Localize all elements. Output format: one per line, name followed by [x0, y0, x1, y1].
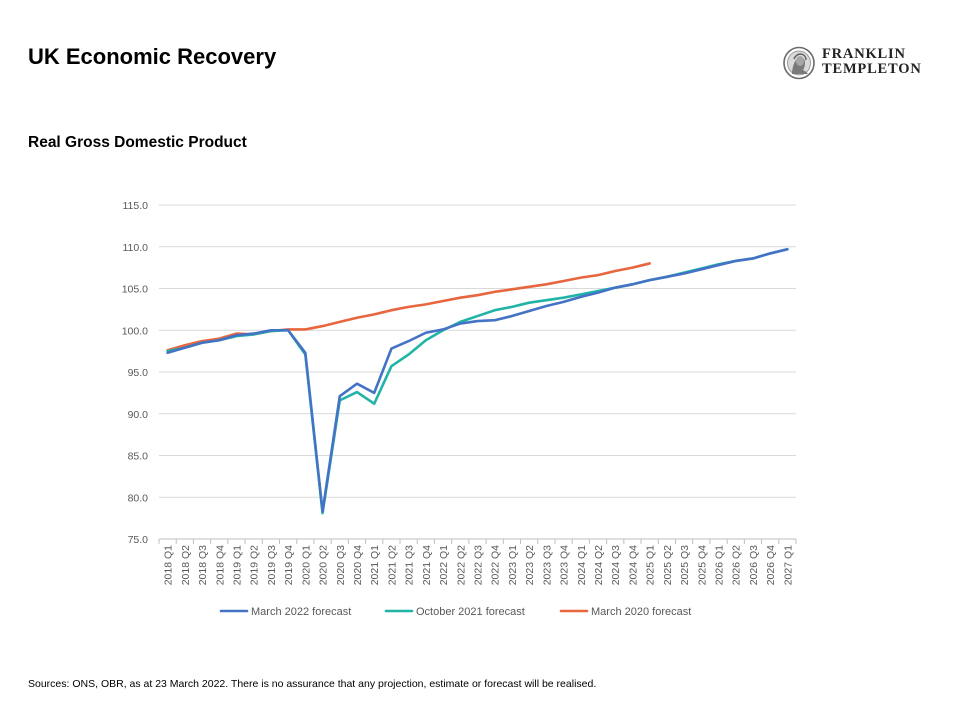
x-tick-label: 2019 Q3 — [266, 545, 278, 585]
x-tick-label: 2024 Q1 — [576, 545, 588, 585]
y-axis-tick-labels: 75.0 80.0 85.0 90.0 95.0 100.0 105.0 110.0 115.0 — [122, 200, 148, 546]
x-tick-label: 2025 Q2 — [662, 545, 674, 585]
x-tick-label: 2026 Q4 — [765, 545, 777, 585]
x-tick-label: 2022 Q4 — [490, 545, 502, 585]
y-tick-label: 85.0 — [128, 451, 149, 463]
x-tick-label: 2020 Q3 — [335, 545, 347, 585]
y-tick-label: 100.0 — [122, 325, 148, 337]
y-tick-label: 75.0 — [128, 534, 149, 546]
x-tick-label: 2019 Q4 — [283, 545, 295, 585]
x-tick-label: 2024 Q2 — [593, 545, 605, 585]
x-tick-label: 2023 Q2 — [524, 545, 536, 585]
legend-label: March 2020 forecast — [591, 606, 691, 618]
x-tick-label: 2021 Q3 — [404, 545, 416, 585]
x-tick-label: 2026 Q3 — [748, 545, 760, 585]
franklin-portrait-icon — [783, 46, 815, 80]
page-title: UK Economic Recovery — [28, 44, 277, 69]
x-tick-label: 2024 Q3 — [610, 545, 622, 585]
x-tick-label: 2022 Q2 — [455, 545, 467, 585]
x-tick-label: 2020 Q2 — [318, 545, 330, 585]
x-axis-tick-labels: 2018 Q1 2018 Q2 2018 Q3 2018 Q4 2019 Q1 2019 … — [158, 539, 797, 585]
x-tick-label: 2021 Q1 — [369, 545, 381, 585]
x-tick-label: 2026 Q1 — [714, 545, 726, 585]
series-line-march-2022-forecast — [166, 247, 789, 513]
x-tick-label: 2018 Q4 — [214, 545, 226, 585]
logo-wordmark: FRANKLIN TEMPLETON — [822, 47, 922, 77]
chart-title: Real Gross Domestic Product — [28, 134, 247, 151]
x-tick-label: 2023 Q4 — [559, 545, 571, 585]
logo-line-1: FRANKLIN — [822, 46, 906, 62]
gridlines — [159, 204, 796, 540]
x-tick-label: 2020 Q4 — [352, 545, 364, 585]
x-tick-label: 2019 Q2 — [249, 545, 261, 585]
series-lines — [166, 247, 789, 515]
x-tick-label: 2020 Q1 — [300, 545, 312, 585]
x-tick-label: 2019 Q1 — [231, 545, 243, 585]
y-tick-label: 110.0 — [123, 242, 149, 254]
y-tick-label: 80.0 — [128, 492, 149, 504]
x-tick-label: 2018 Q2 — [180, 545, 192, 585]
y-tick-label: 105.0 — [122, 284, 148, 296]
legend-item: March 2020 forecast — [559, 606, 691, 618]
legend: March 2022 forecast October 2021 forecast… — [219, 606, 691, 618]
logo-line-2: TEMPLETON — [822, 61, 922, 77]
sources-footnote: Sources: ONS, OBR, as at 23 March 2022. … — [28, 678, 597, 690]
franklin-templeton-logo: FRANKLIN TEMPLETON — [782, 46, 932, 82]
x-tick-label: 2026 Q2 — [731, 545, 743, 585]
y-tick-label: 90.0 — [128, 409, 149, 421]
x-tick-label: 2023 Q1 — [507, 545, 519, 585]
x-tick-label: 2018 Q1 — [163, 545, 175, 585]
series-line-march-2020-forecast — [166, 262, 651, 352]
legend-label: October 2021 forecast — [416, 606, 525, 618]
x-tick-label: 2025 Q3 — [679, 545, 691, 585]
x-tick-label: 2025 Q4 — [696, 545, 708, 585]
x-tick-label: 2022 Q1 — [438, 545, 450, 585]
y-tick-label: 115.0 — [123, 200, 149, 212]
x-tick-label: 2021 Q2 — [386, 545, 398, 585]
x-tick-label: 2023 Q3 — [541, 545, 553, 585]
x-tick-label: 2024 Q4 — [627, 545, 639, 585]
legend-label: March 2022 forecast — [251, 606, 351, 618]
x-tick-label: 2027 Q1 — [782, 545, 794, 585]
legend-item: March 2022 forecast — [219, 606, 351, 618]
x-tick-label: 2022 Q3 — [473, 545, 485, 585]
x-tick-label: 2025 Q1 — [645, 545, 657, 585]
x-tick-label: 2021 Q4 — [421, 545, 433, 585]
y-tick-label: 95.0 — [128, 367, 149, 379]
legend-item: October 2021 forecast — [384, 606, 525, 618]
x-tick-label: 2018 Q3 — [197, 545, 209, 585]
